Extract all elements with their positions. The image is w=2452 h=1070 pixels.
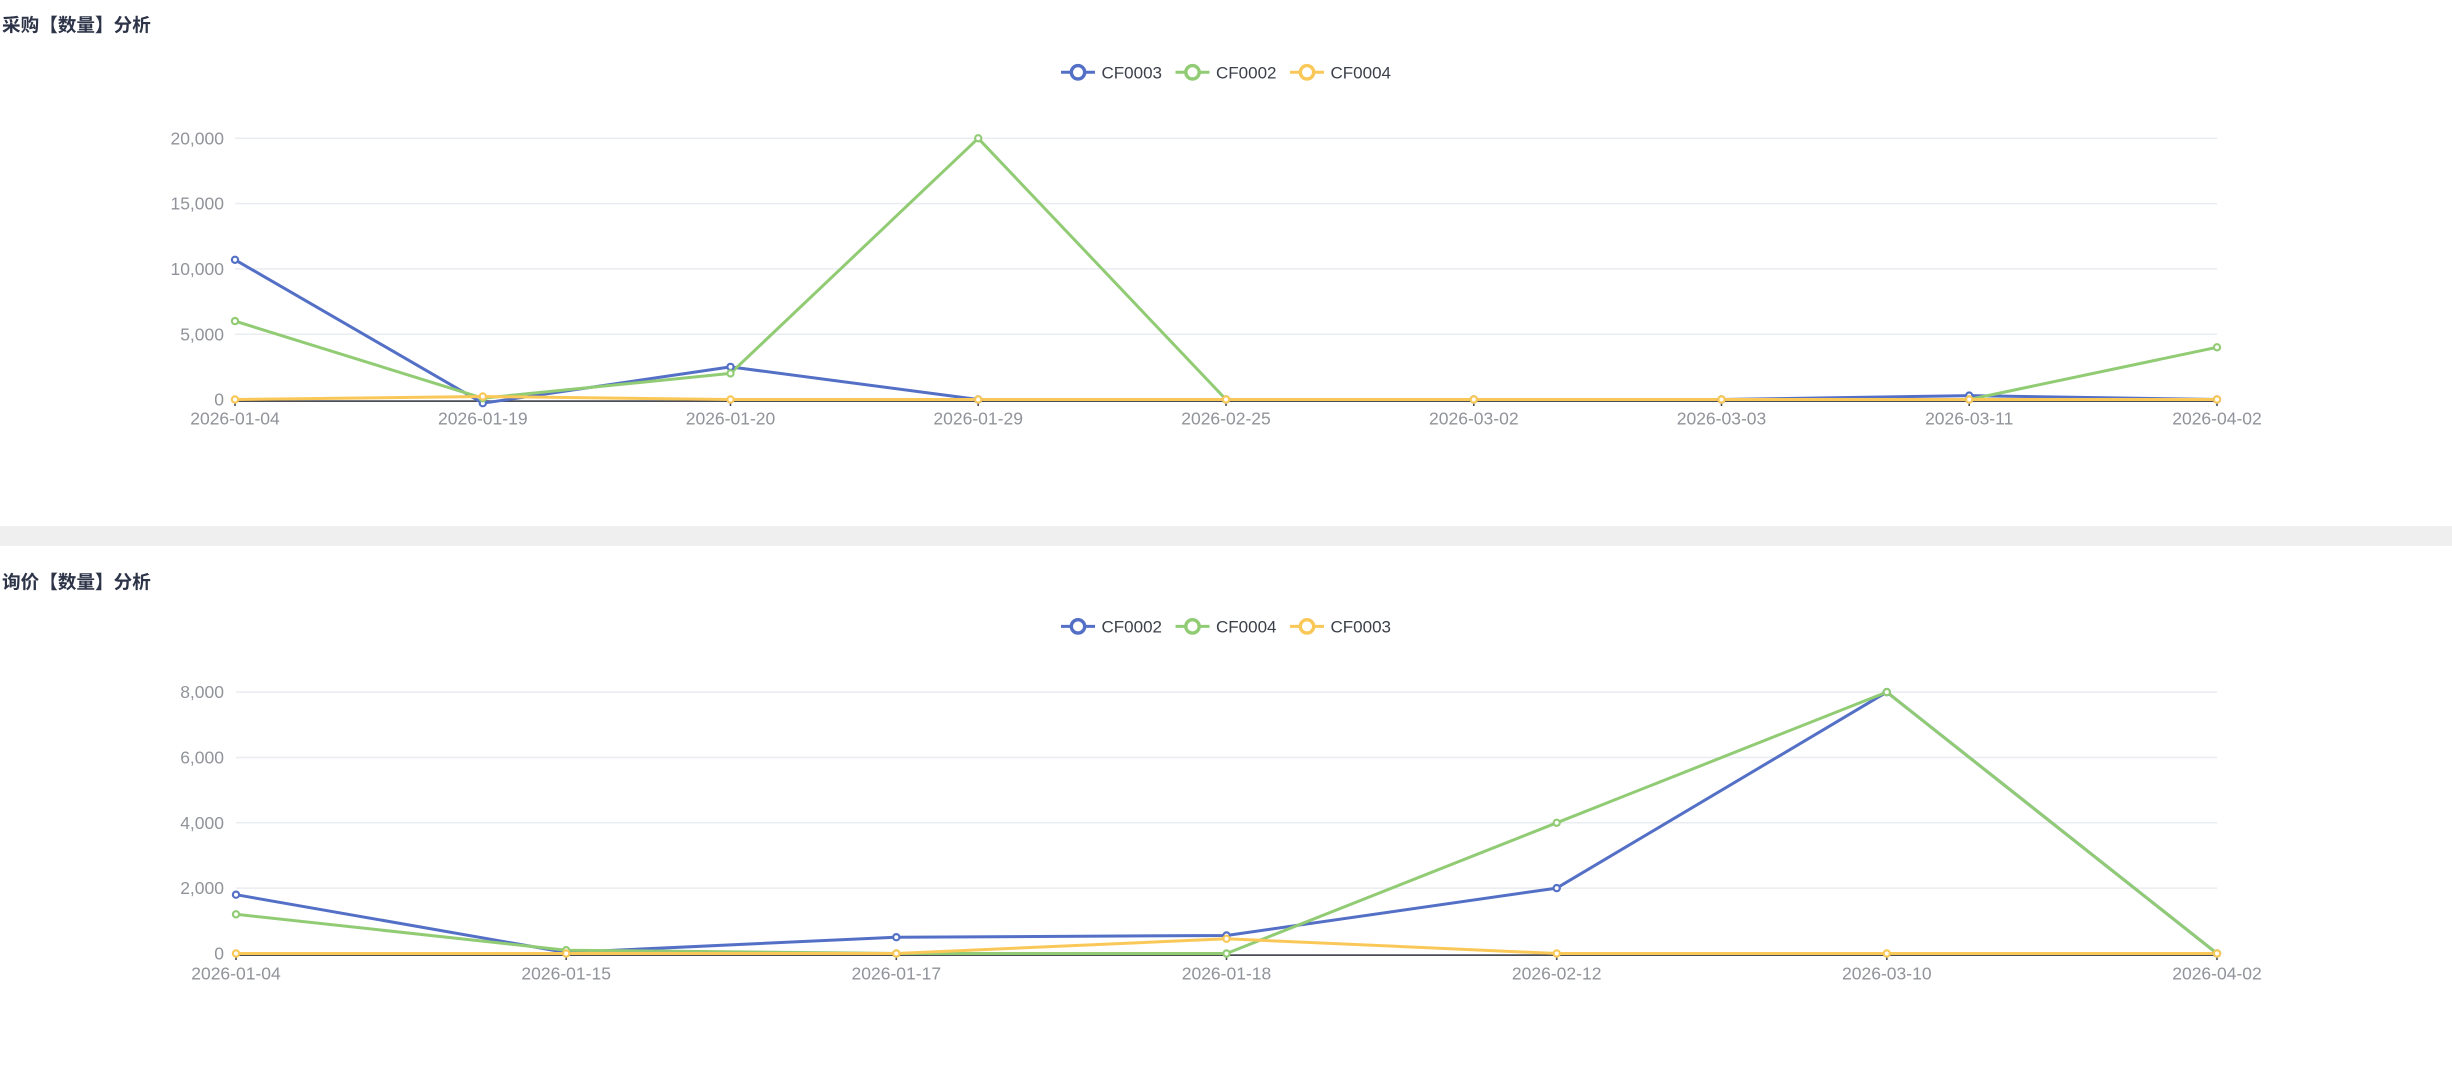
svg-text:8,000: 8,000 (180, 682, 224, 702)
svg-text:2,000: 2,000 (180, 878, 224, 898)
svg-text:CF0002: CF0002 (1102, 618, 1162, 637)
svg-text:2026-03-02: 2026-03-02 (1429, 409, 1519, 429)
svg-text:4,000: 4,000 (180, 813, 224, 833)
svg-text:CF0004: CF0004 (1216, 618, 1276, 637)
svg-text:10,000: 10,000 (170, 259, 224, 279)
svg-text:2026-01-29: 2026-01-29 (933, 409, 1023, 429)
svg-text:6,000: 6,000 (180, 748, 224, 768)
svg-text:2026-02-25: 2026-02-25 (1181, 409, 1271, 429)
svg-text:2026-01-04: 2026-01-04 (191, 964, 281, 984)
svg-text:15,000: 15,000 (170, 194, 224, 214)
svg-text:2026-03-10: 2026-03-10 (1842, 964, 1932, 984)
svg-text:CF0002: CF0002 (1216, 63, 1276, 82)
svg-text:CF0003: CF0003 (1331, 618, 1391, 637)
svg-text:CF0004: CF0004 (1331, 63, 1391, 82)
svg-text:2026-01-20: 2026-01-20 (686, 409, 776, 429)
svg-text:20,000: 20,000 (170, 128, 224, 148)
svg-text:2026-03-11: 2026-03-11 (1925, 409, 2013, 429)
svg-text:2026-01-19: 2026-01-19 (438, 409, 528, 429)
svg-text:2026-01-18: 2026-01-18 (1182, 964, 1272, 984)
svg-text:0: 0 (214, 390, 224, 410)
svg-text:2026-02-12: 2026-02-12 (1512, 964, 1602, 984)
svg-text:0: 0 (214, 944, 224, 964)
svg-text:2026-04-02: 2026-04-02 (2172, 409, 2262, 429)
svg-text:2026-04-02: 2026-04-02 (2172, 964, 2262, 984)
svg-text:5,000: 5,000 (180, 324, 224, 344)
svg-text:2026-01-15: 2026-01-15 (521, 964, 611, 984)
svg-text:2026-01-04: 2026-01-04 (190, 409, 280, 429)
svg-text:CF0003: CF0003 (1102, 63, 1162, 82)
svg-text:2026-01-17: 2026-01-17 (852, 964, 942, 984)
svg-text:2026-03-03: 2026-03-03 (1677, 409, 1767, 429)
